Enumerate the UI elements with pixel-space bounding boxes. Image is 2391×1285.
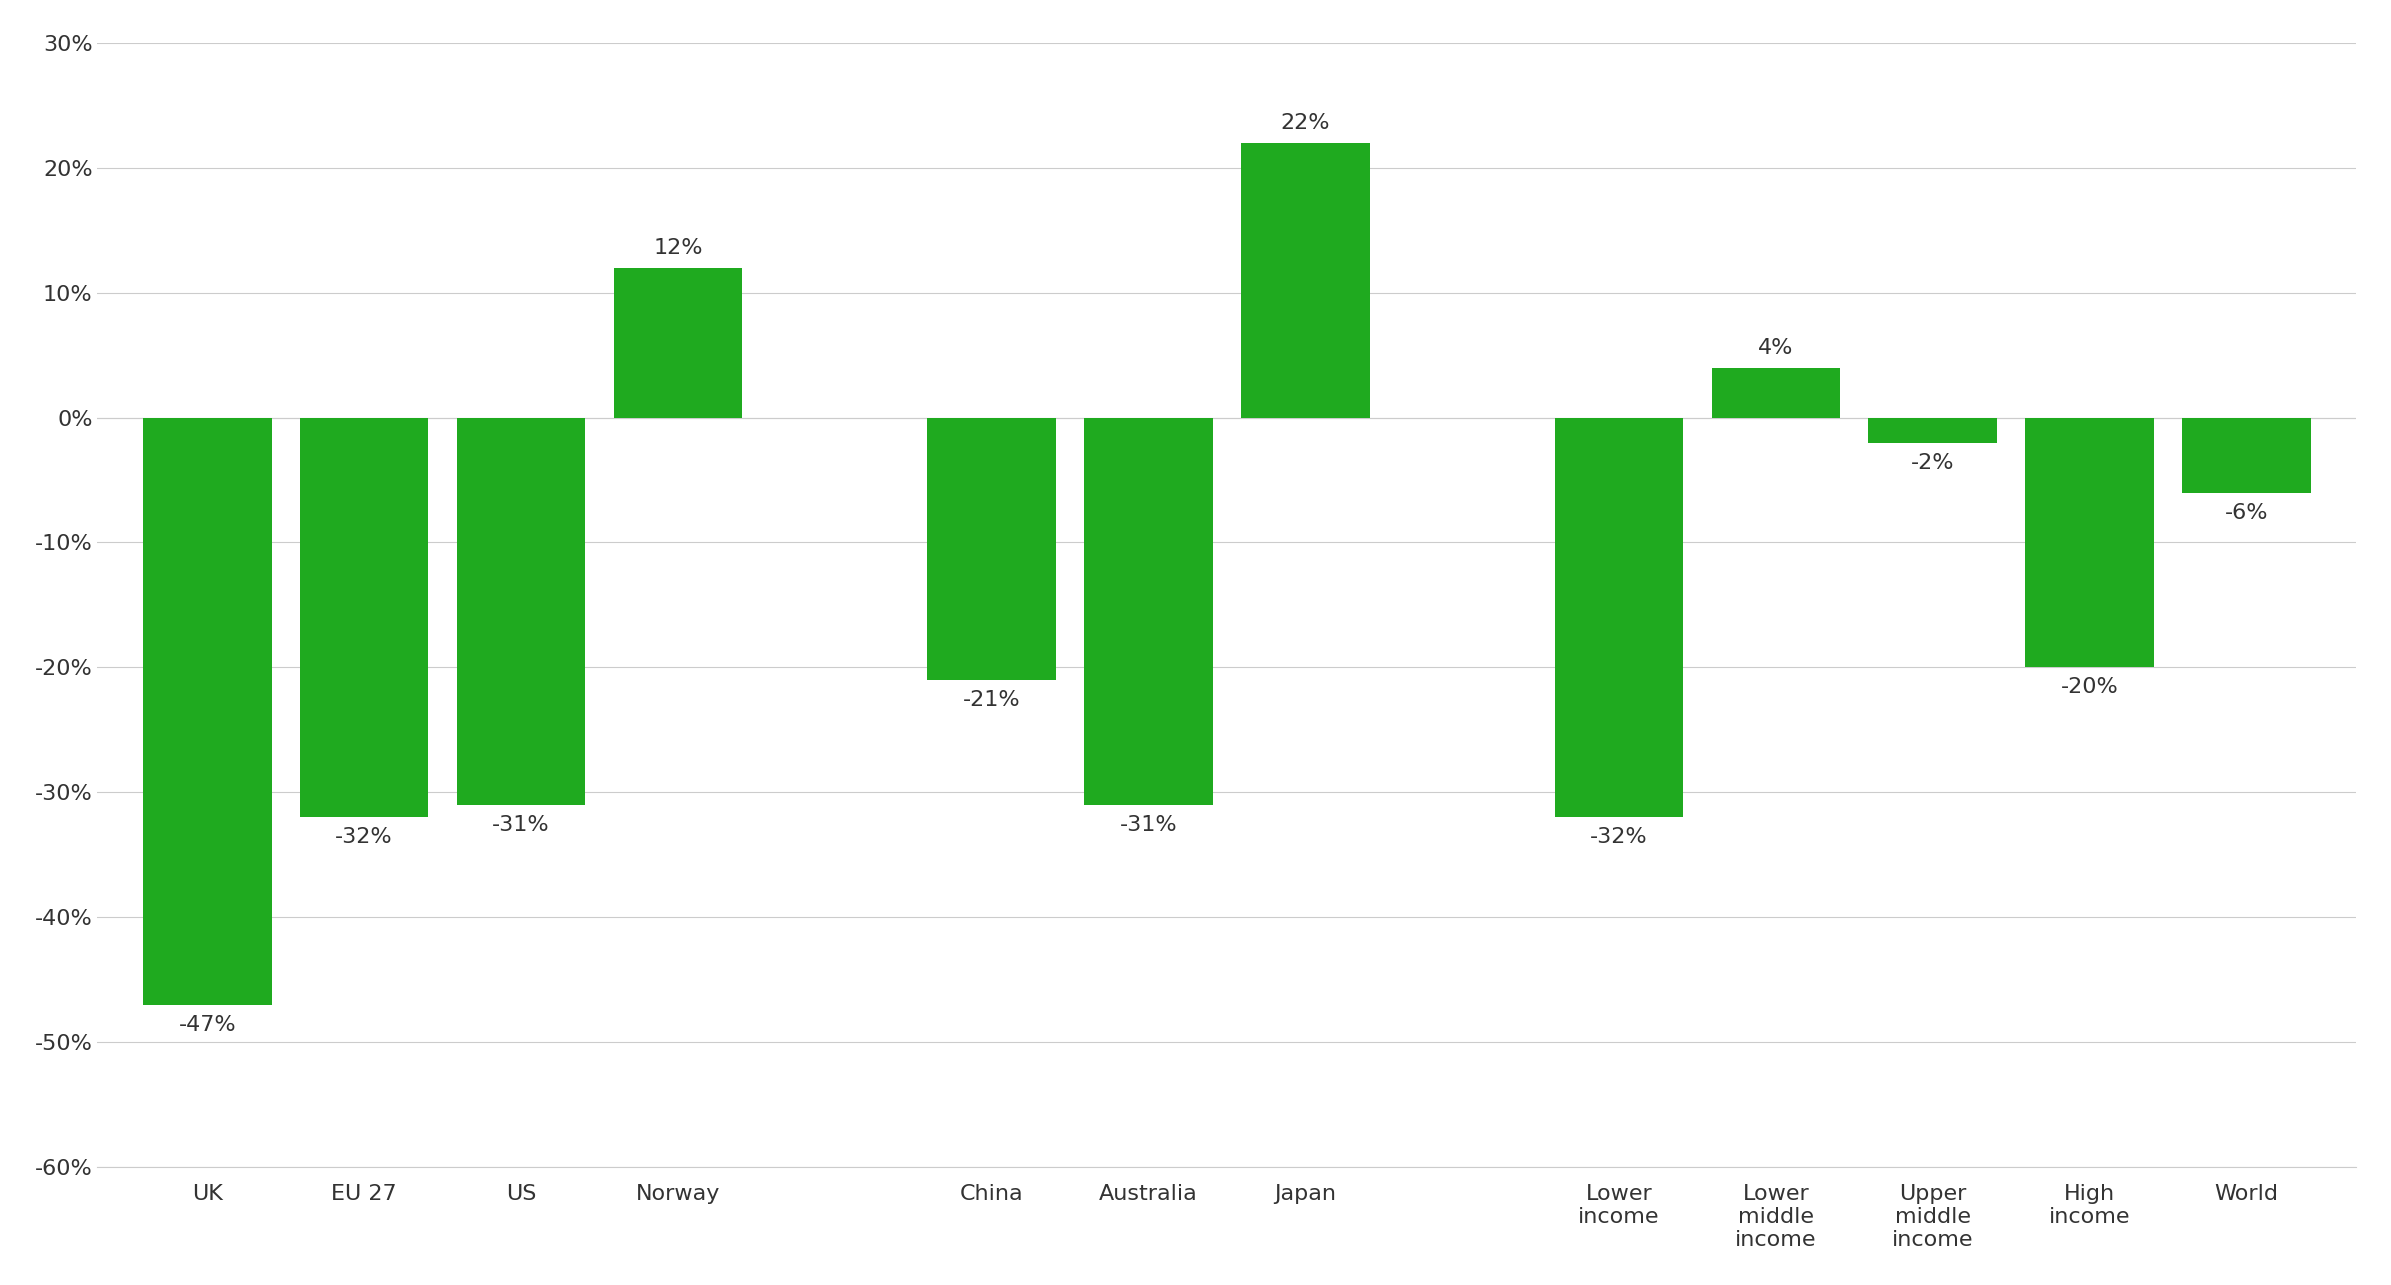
Bar xyxy=(2183,418,2310,492)
Bar xyxy=(2025,418,2154,667)
Bar xyxy=(614,267,741,418)
Bar xyxy=(1554,418,1683,817)
Text: -2%: -2% xyxy=(1910,452,1953,473)
Text: -31%: -31% xyxy=(493,815,550,835)
Text: 22%: 22% xyxy=(1282,113,1329,132)
Bar xyxy=(143,418,273,1005)
Bar xyxy=(928,418,1057,680)
Text: 4%: 4% xyxy=(1757,338,1793,357)
Bar xyxy=(299,418,428,817)
Bar xyxy=(457,418,586,804)
Text: -31%: -31% xyxy=(1119,815,1176,835)
Bar xyxy=(1083,418,1212,804)
Bar xyxy=(1867,418,1996,442)
Text: -21%: -21% xyxy=(964,690,1021,709)
Text: -32%: -32% xyxy=(1590,828,1647,847)
Bar xyxy=(1241,143,1370,418)
Text: -47%: -47% xyxy=(179,1015,237,1034)
Text: 12%: 12% xyxy=(653,238,703,257)
Text: -6%: -6% xyxy=(2224,502,2269,523)
Text: -20%: -20% xyxy=(2061,677,2118,698)
Bar xyxy=(1712,368,1841,418)
Text: -32%: -32% xyxy=(335,828,392,847)
